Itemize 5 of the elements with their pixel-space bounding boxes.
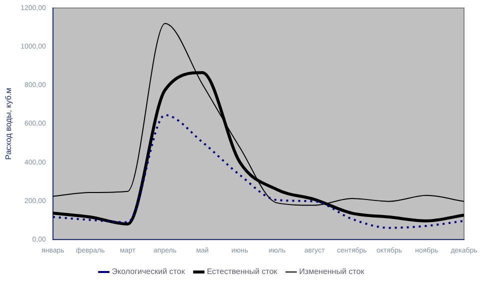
legend-label: Экологический сток — [112, 267, 186, 276]
legend-label: Измененный сток — [299, 267, 365, 276]
legend-label: Естественный сток — [206, 267, 278, 276]
line-series — [52, 114, 465, 229]
y-axis-title: Расход воды, куб.м — [4, 88, 14, 160]
